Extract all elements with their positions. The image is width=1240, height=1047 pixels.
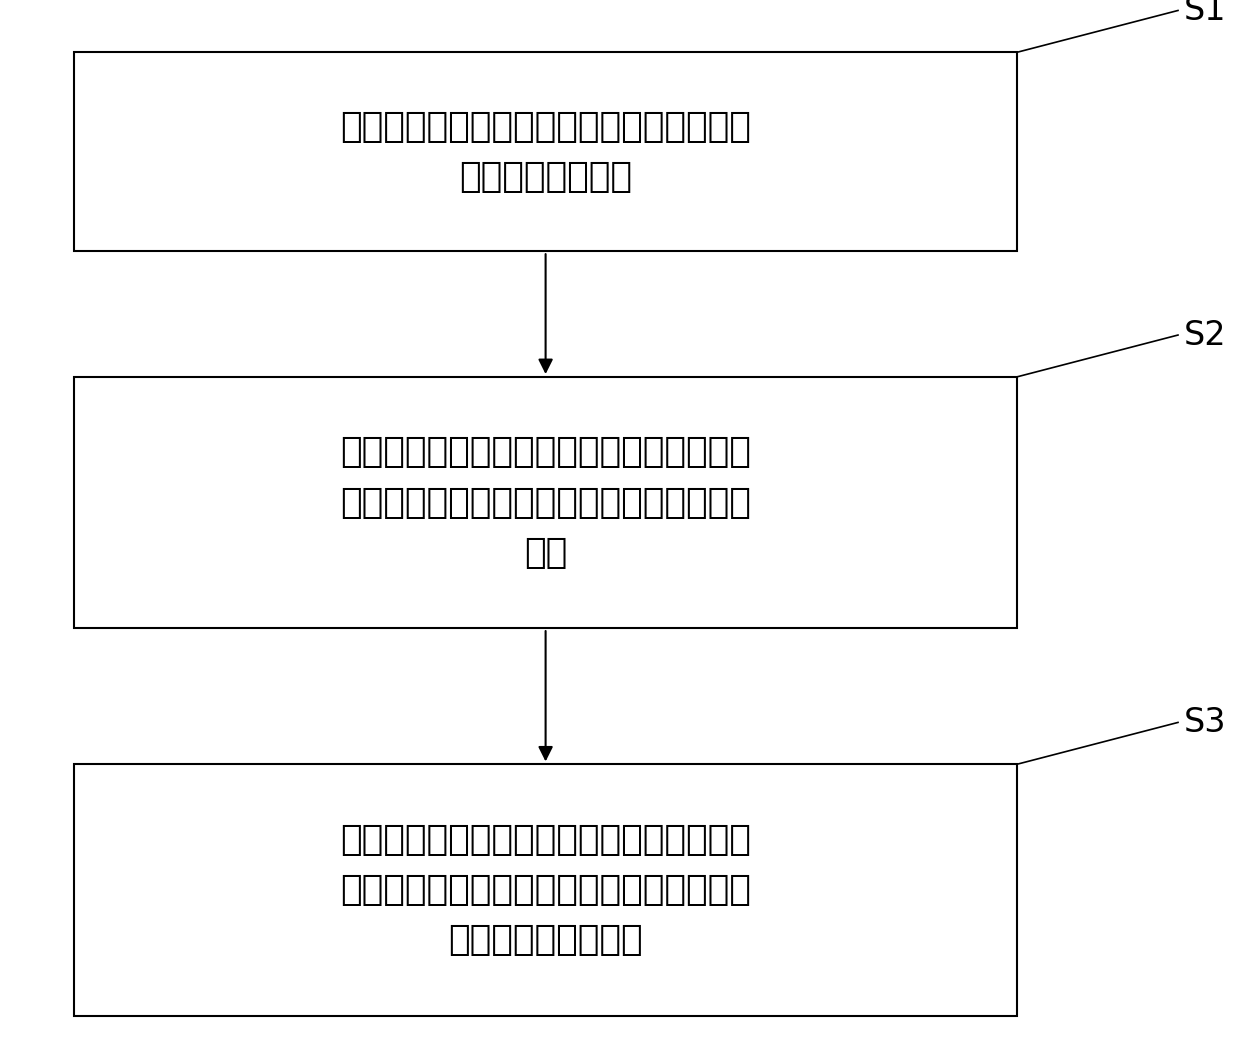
Text: S3: S3 (1184, 706, 1226, 739)
Bar (74, 764, 1017, 1016)
Text: S2: S2 (1184, 318, 1226, 352)
Bar (74, 377, 1017, 628)
Text: S1: S1 (1184, 0, 1226, 27)
Text: 构建网络化充电系统中的节点设备的充电电
流的电流预测模型: 构建网络化充电系统中的节点设备的充电电 流的电流预测模型 (340, 110, 751, 194)
Bar (74, 52, 1017, 251)
Text: 构建节点设备在充电过程中的电流参考模型
，并以该电流参考模型作为充电系统的期望
输出: 构建节点设备在充电过程中的电流参考模型 ，并以该电流参考模型作为充电系统的期望 … (340, 436, 751, 570)
Text: 以电流预测模型和电流参考模型的方差最小
值为目标函数，采用滚动优化算法得出节点
设备的充电控制策略: 以电流预测模型和电流参考模型的方差最小 值为目标函数，采用滚动优化算法得出节点 … (340, 823, 751, 957)
